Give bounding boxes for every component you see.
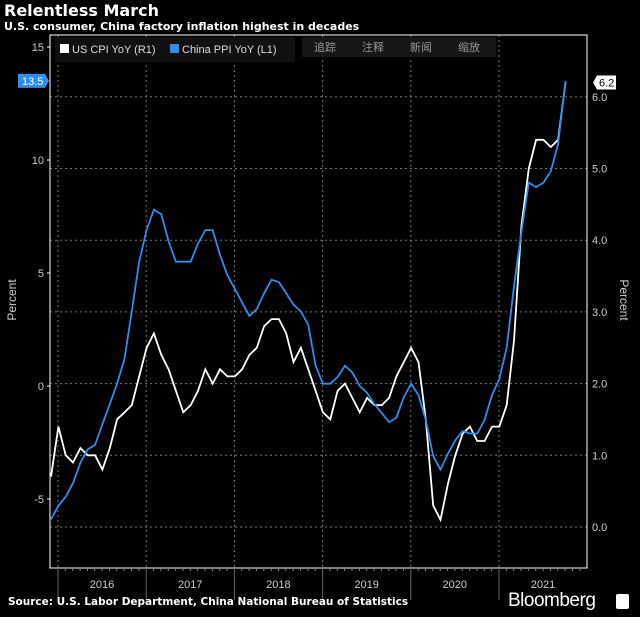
last-value-us-cpi: 6.2 [599,77,614,89]
x-tick-label: 2017 [178,579,202,591]
left-tick-label: 15 [32,42,44,54]
chart-title: Relentless March [4,1,159,20]
legend: US CPI YoY (R1) China PPI YoY (L1) [55,37,295,62]
right-tick-label: 6.0 [592,92,607,104]
left-tick-label: 10 [32,155,44,167]
bloomberg-logo: Bloomberg [508,590,596,611]
right-tick-label: 4.0 [592,235,607,247]
bloomberg-chart-icon [616,594,629,609]
right-tick-label: 0.0 [592,522,607,534]
left-tick-label: 5 [38,268,44,280]
series-line-us-cpi [50,82,567,523]
last-value-china-ppi: 13.5 [22,76,43,88]
x-tick-label: 2019 [354,579,378,591]
right-tick-label: 5.0 [592,164,607,176]
x-tick-label: 2016 [90,579,114,591]
series-lines [50,80,567,523]
right-tick-label: 1.0 [592,450,607,462]
axes: 2016 2017 2018 2019 2020 2021 -5 0 5 10 15 0.0 1.0 2.… [32,34,607,600]
toolbar-news-label: 新闻 [410,40,432,54]
source-note: Source: U.S. Labor Department, China Nat… [8,596,409,608]
grid [50,35,587,568]
toolbar-track-label: 追踪 [314,40,336,54]
legend-swatch-china-ppi [170,44,179,53]
legend-label-china-ppi: China PPI YoY (L1) [182,44,277,56]
last-value-tag-us-cpi [593,75,616,90]
series-line-china-ppi [50,80,567,520]
left-axis-label: Percent [5,279,19,321]
plot-frame [49,34,588,569]
right-tick-label: 3.0 [592,307,607,319]
chart-subtitle: U.S. consumer, China factory inflation h… [4,20,360,33]
left-tick-label: -5 [34,494,44,506]
chart-toolbar: 追踪 注释 新闻 缩放 [302,37,496,57]
left-tick-label: 0 [38,381,44,393]
x-tick-label: 2021 [531,579,555,591]
right-axis-label: Percent [617,279,631,321]
toolbar-zoom-label: 缩放 [458,40,480,54]
toolbar-background [302,37,496,57]
right-tick-label: 2.0 [592,379,607,391]
legend-swatch-us-cpi [60,44,69,53]
toolbar-annotate-button[interactable]: 注释 [362,40,384,54]
legend-label-us-cpi: US CPI YoY (R1) [72,44,156,56]
x-tick-label: 2018 [266,579,290,591]
toolbar-zoom-button[interactable]: 缩放 [458,40,480,54]
last-value-tag-china-ppi [18,73,49,88]
toolbar-news-button[interactable]: 新闻 [410,40,432,54]
x-tick-label: 2020 [443,579,467,591]
toolbar-annotate-label: 注释 [362,40,384,54]
toolbar-track-button[interactable]: 追踪 [314,40,336,54]
